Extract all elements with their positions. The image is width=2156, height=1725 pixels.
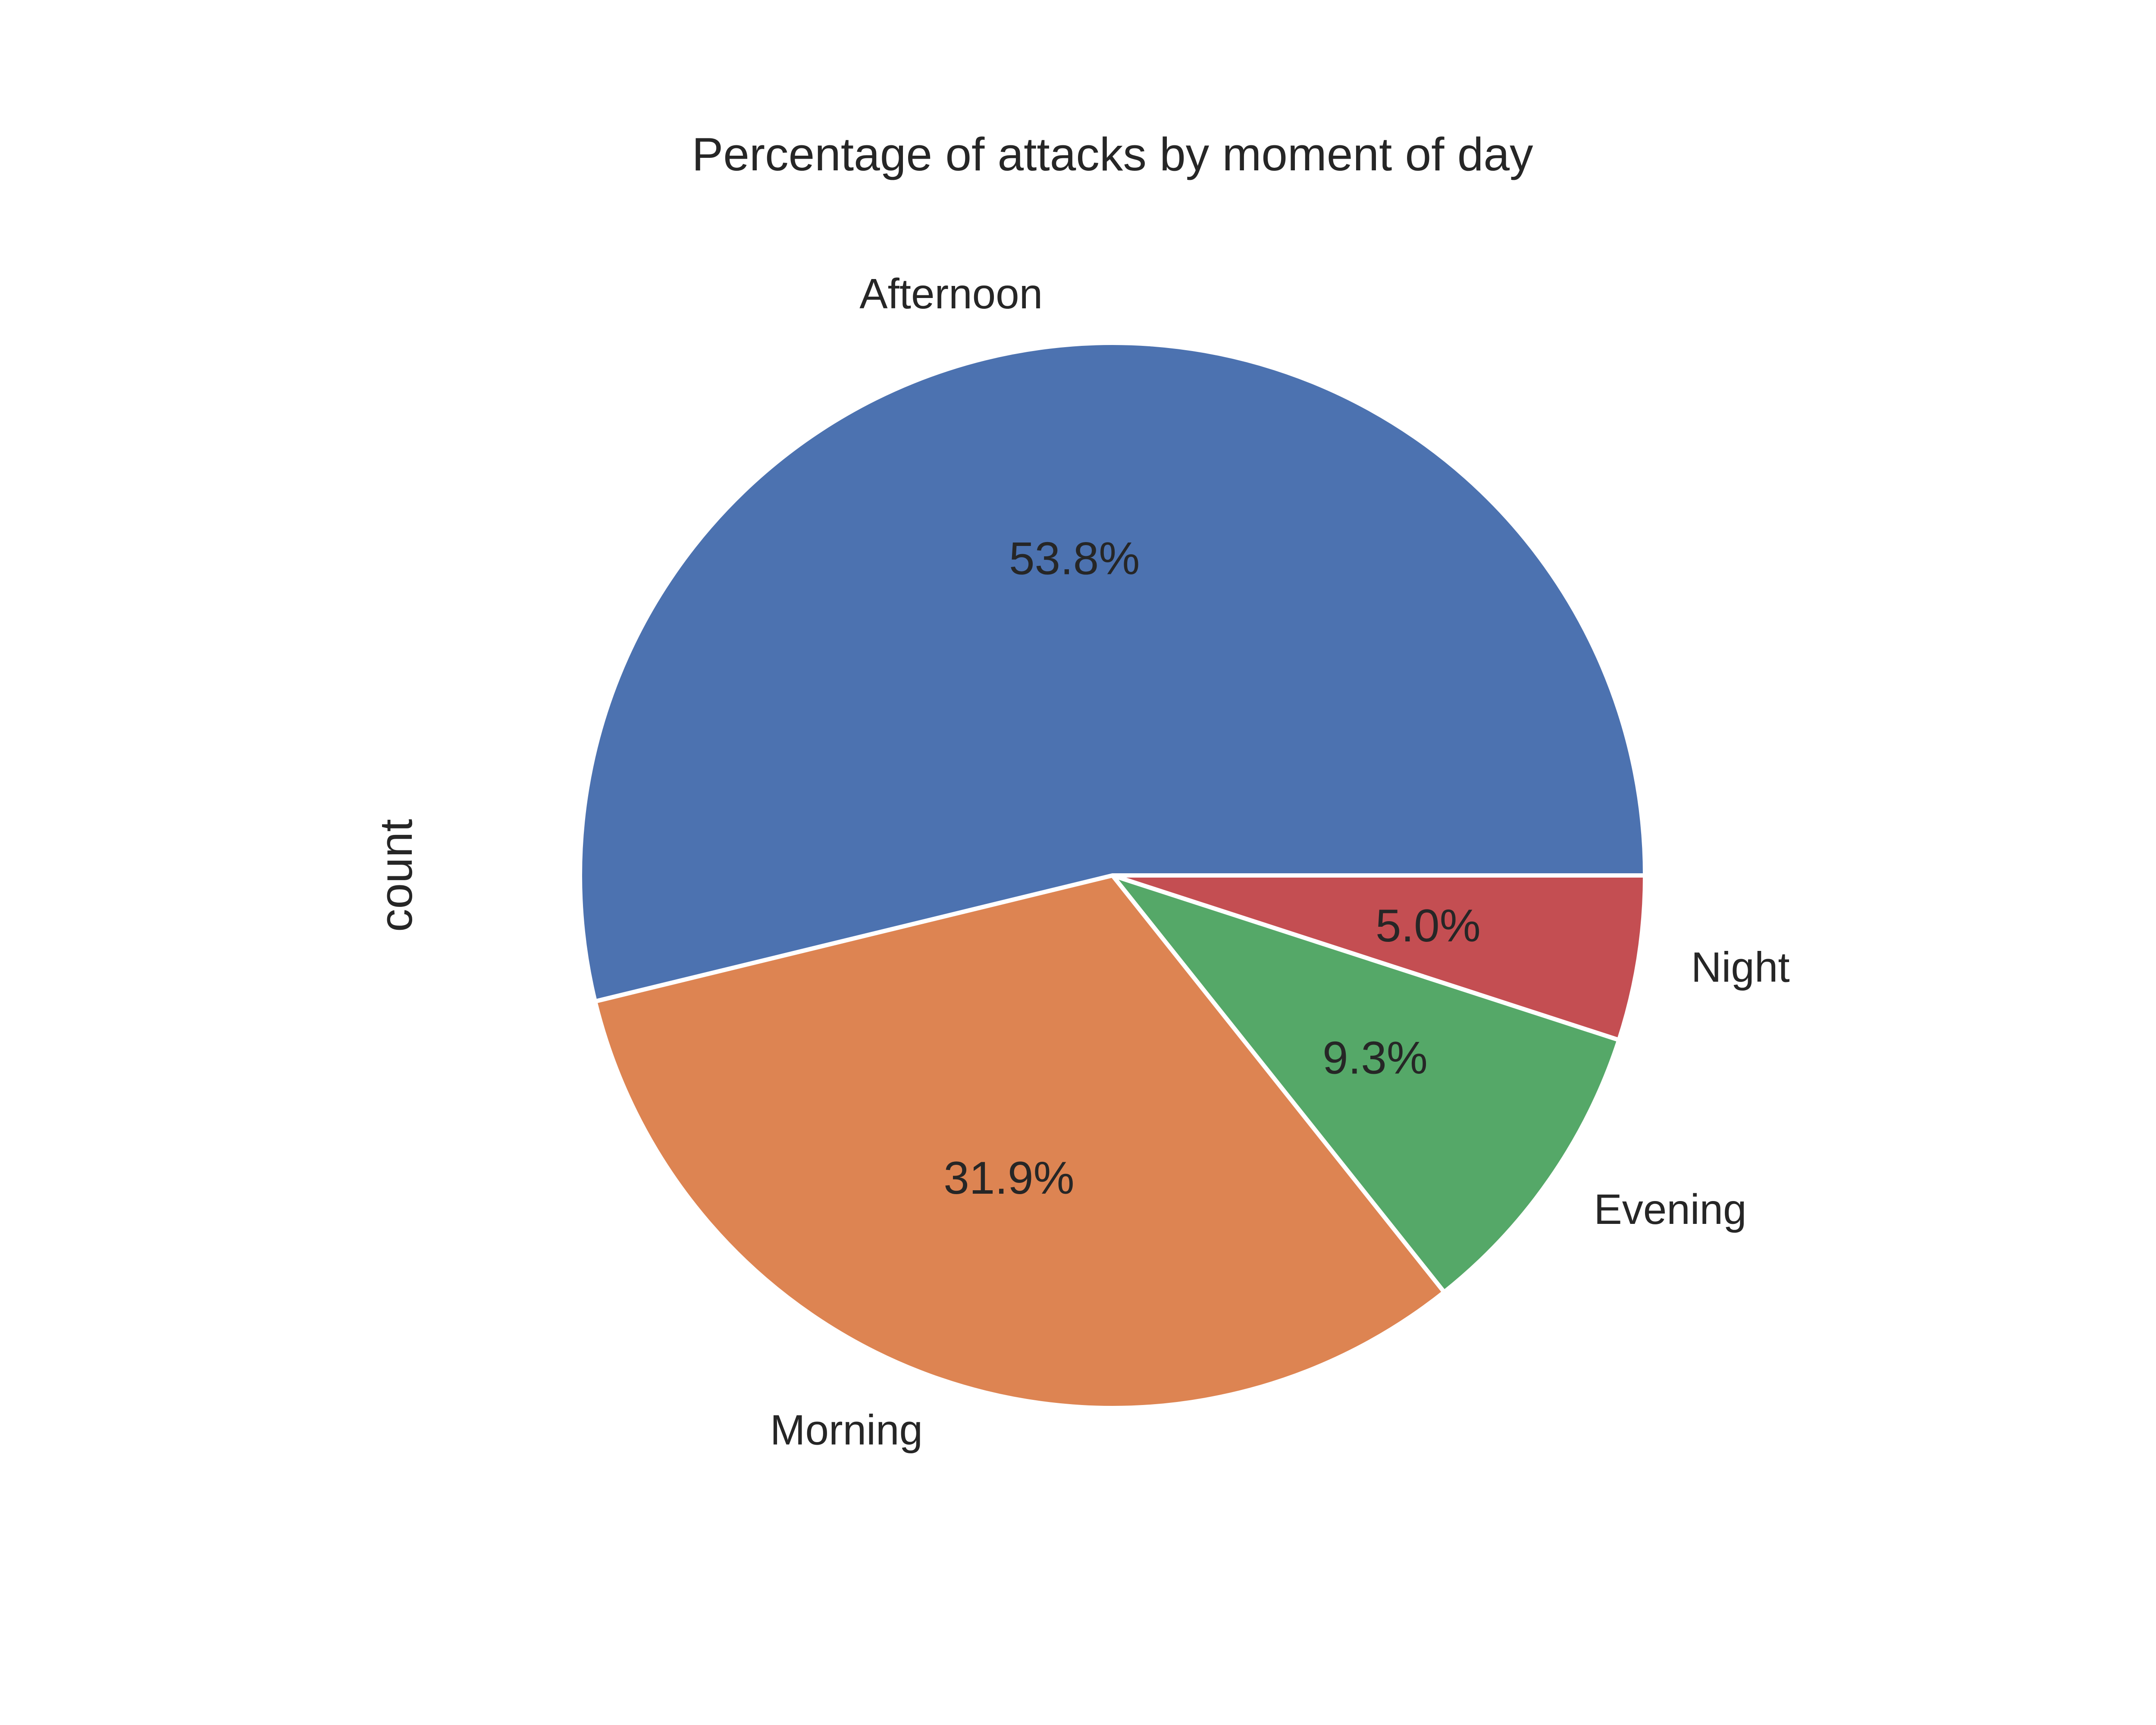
pie-pct-label-evening: 9.3% <box>1322 1032 1428 1083</box>
pie-slices <box>578 341 1647 1410</box>
pie-category-label-evening: Evening <box>1594 1186 1746 1233</box>
pie-category-label-afternoon: Afternoon <box>859 270 1043 317</box>
pie-pct-label-morning: 31.9% <box>943 1152 1074 1204</box>
chart-title: Percentage of attacks by moment of day <box>692 128 1533 181</box>
pie-labels: 5.0% Night 9.3% Evening 31.9% Morning 53.8% Aft… <box>770 270 1790 1453</box>
pie-category-label-night: Night <box>1691 944 1790 991</box>
pie-slice-morning <box>593 873 1447 1410</box>
pie-slice-afternoon <box>578 341 1647 1004</box>
pie-slice-evening <box>1110 873 1621 1295</box>
y-axis-label: count <box>370 819 422 932</box>
pie-pct-label-afternoon: 53.8% <box>1009 532 1140 584</box>
pie-pct-label-night: 5.0% <box>1376 900 1481 951</box>
pie-category-label-morning: Morning <box>770 1406 923 1453</box>
